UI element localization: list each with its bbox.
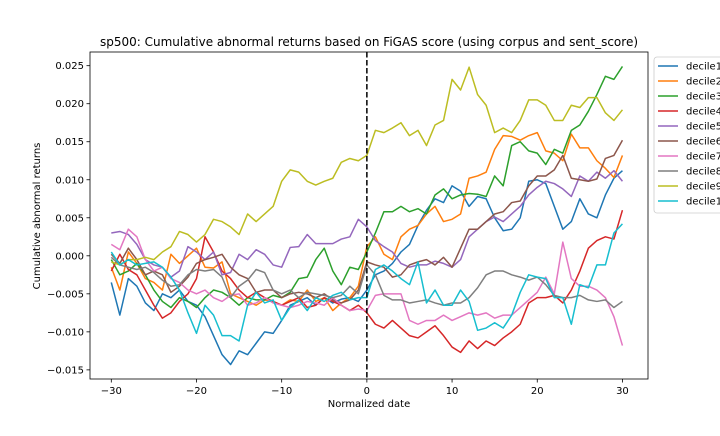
x-tick-label: 30	[616, 386, 629, 397]
y-tick-label: 0.015	[55, 137, 84, 148]
y-tick-label: 0.025	[55, 61, 84, 72]
y-tick-label: 0.005	[55, 213, 84, 224]
legend: decile1 decile2 decile3 decile4 decile5 decil…	[653, 56, 720, 214]
chart-title: sp500: Cumulative abnormal returns based…	[100, 35, 638, 49]
y-tick-label: −0.010	[47, 327, 84, 338]
legend-label-decile1: decile1	[686, 62, 720, 73]
legend-label-decile3: decile3	[686, 92, 720, 103]
legend-label-decile2: decile2	[686, 77, 720, 88]
y-tick-label: −0.005	[47, 289, 84, 300]
legend-label-decile10: decile10	[686, 197, 720, 208]
x-axis-label: Normalized date	[328, 399, 410, 410]
y-tick-label: 0.020	[55, 99, 84, 110]
x-tick-label: −10	[271, 386, 292, 397]
x-tick-label: 10	[446, 386, 459, 397]
series-line-decile10	[110, 223, 623, 342]
y-tick-label: 0.010	[55, 175, 84, 186]
y-tick-label: −0.015	[47, 365, 84, 376]
x-tick-label: 0	[364, 386, 370, 397]
y-tick-label: 0.000	[55, 251, 84, 262]
legend-label-decile4: decile4	[686, 107, 720, 118]
legend-label-decile8: decile8	[686, 167, 720, 178]
legend-label-decile7: decile7	[686, 152, 720, 163]
x-axis: −30 −20 −10 0 10 20 30	[101, 379, 629, 397]
series-line-decile5	[111, 169, 624, 278]
legend-label-decile6: decile6	[686, 137, 720, 148]
series-line-decile9	[111, 66, 624, 266]
x-tick-label: 20	[531, 386, 544, 397]
plot-frame	[89, 51, 649, 380]
y-axis: −0.015 −0.010 −0.005 0.000 0.005 0.010 0.015 0.…	[47, 61, 90, 376]
x-tick-label: −30	[101, 386, 122, 397]
y-axis-label: Cumulative abnormal returns	[32, 143, 43, 290]
x-tick-label: −20	[186, 386, 207, 397]
legend-label-decile9: decile9	[686, 182, 720, 193]
series-line-decile1	[110, 170, 623, 366]
legend-label-decile5: decile5	[686, 122, 720, 133]
